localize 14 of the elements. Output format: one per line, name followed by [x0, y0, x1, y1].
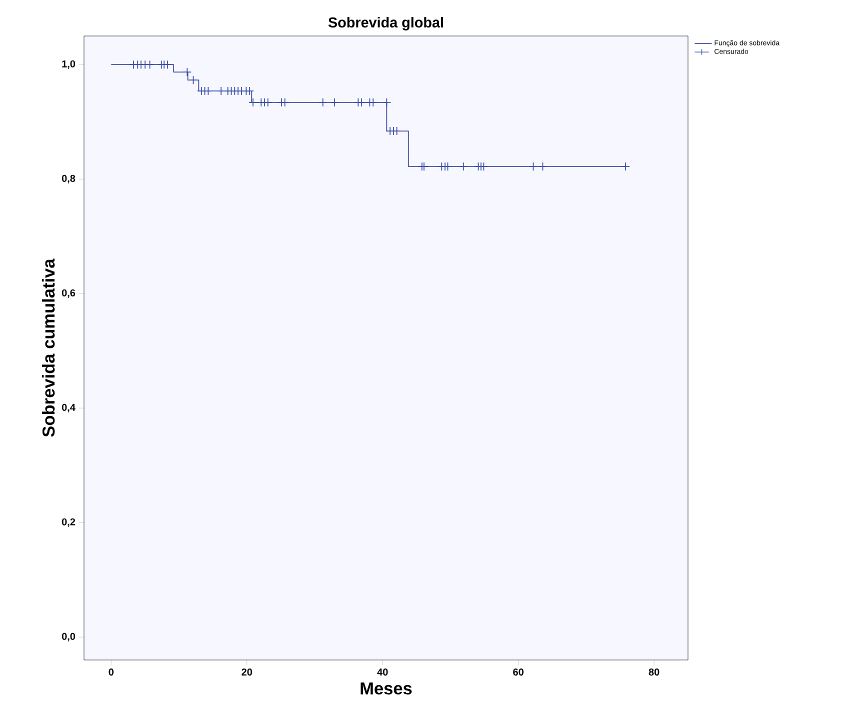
y-axis-title: Sobrevida cumulativa: [42, 258, 55, 437]
x-tick-label: 40: [377, 668, 388, 676]
chart-title: Sobrevida global: [328, 16, 443, 30]
y-tick-label: 1,0: [62, 60, 76, 69]
y-tick-label: 0,8: [62, 174, 76, 184]
y-tick-label: 0,4: [62, 404, 76, 412]
x-tick-label: 20: [242, 668, 252, 676]
y-tick-label: 0,6: [62, 289, 76, 298]
y-tick-label: 0,0: [62, 632, 76, 642]
x-tick-label: 0: [108, 668, 114, 676]
x-axis-title: Meses: [360, 682, 412, 695]
x-tick-label: 60: [513, 668, 524, 676]
x-tick-label: 80: [648, 668, 660, 676]
y-tick-label: 0,2: [62, 518, 76, 527]
